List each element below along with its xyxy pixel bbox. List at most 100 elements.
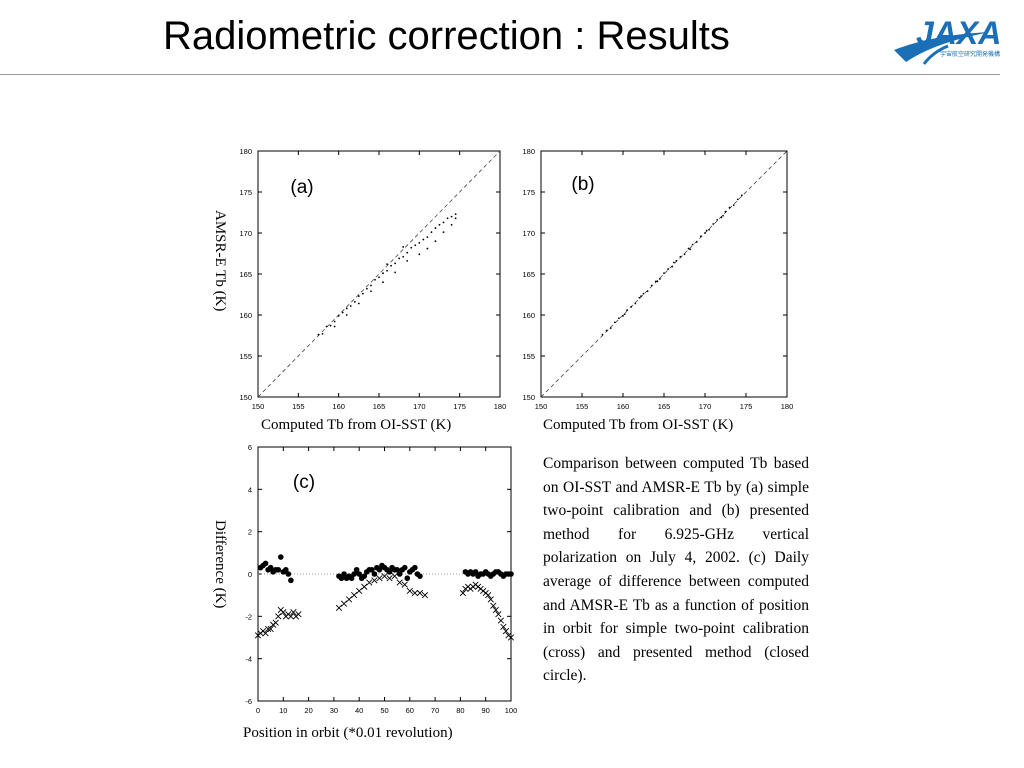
- y-tick-label: 155: [522, 352, 535, 361]
- x-tick-label: 100: [505, 706, 518, 715]
- scatter-point: [646, 290, 649, 293]
- x-tick-label: 160: [332, 402, 345, 411]
- scatter-point: [638, 296, 641, 299]
- x-tick-label: 60: [406, 706, 414, 715]
- circle-point: [386, 569, 393, 575]
- scatter-point: [418, 253, 421, 256]
- circle-point: [353, 566, 360, 573]
- cross-point: [497, 617, 504, 624]
- scatter-point: [357, 295, 360, 298]
- y-tick-label: -6: [245, 697, 252, 706]
- scatter-point: [613, 321, 616, 324]
- cross-point: [265, 625, 272, 633]
- circle-point: [404, 575, 411, 582]
- circle-point: [285, 571, 292, 577]
- scatter-point: [683, 253, 686, 256]
- scatter-point: [450, 215, 453, 218]
- x-tick-label: 80: [456, 706, 464, 715]
- y-tick-label: 165: [239, 270, 252, 279]
- jaxa-logo: JAXA 宇宙航空研究開発機構: [890, 6, 1010, 78]
- cross-point: [396, 579, 403, 586]
- scatter-point: [325, 325, 328, 328]
- scatter-point: [634, 302, 637, 305]
- scatter-point: [724, 210, 727, 213]
- scatter-point: [341, 311, 344, 314]
- y-tick-label: -2: [245, 612, 252, 621]
- circle-point: [338, 575, 345, 582]
- y-tick-label: 180: [239, 147, 252, 156]
- circle-point: [472, 569, 479, 575]
- scatter-point: [349, 305, 352, 307]
- scatter-point: [656, 280, 659, 283]
- cross-point: [366, 579, 373, 586]
- y-tick-label: 175: [239, 188, 252, 197]
- scatter-point: [386, 263, 388, 266]
- circle-point: [277, 554, 284, 560]
- scatter-point: [722, 214, 724, 217]
- panel-label: (a): [290, 177, 313, 198]
- x-tick-label: 165: [373, 402, 386, 411]
- x-axis-label-b: Computed Tb from OI-SST (K): [543, 417, 734, 433]
- scatter-point: [623, 313, 626, 316]
- x-tick-label: 50: [380, 706, 388, 715]
- y-tick-label: -4: [245, 655, 252, 664]
- x-tick-label: 175: [740, 402, 753, 411]
- scatter-point: [618, 317, 620, 320]
- x-tick-label: 10: [279, 706, 287, 715]
- scatter-point: [720, 216, 723, 219]
- scatter-point: [374, 278, 376, 281]
- x-tick-label: 155: [292, 402, 305, 411]
- scatter-point: [321, 332, 324, 335]
- scatter-point: [732, 204, 735, 207]
- cross-point: [487, 596, 494, 603]
- cross-point: [267, 625, 274, 633]
- cross-point: [401, 581, 408, 588]
- y-tick-label: 150: [239, 393, 252, 402]
- scatter-point: [402, 255, 405, 258]
- slide-title: Radiometric correction : Results: [163, 14, 730, 58]
- scatter-point: [728, 206, 731, 209]
- scatter-point: [414, 244, 417, 247]
- scatter-point: [333, 325, 336, 328]
- scatter-point: [398, 257, 401, 260]
- circle-point: [262, 560, 269, 567]
- cross-point: [406, 587, 413, 595]
- scatter-point: [442, 221, 445, 224]
- x-tick-label: 30: [330, 706, 338, 715]
- scatter-point: [667, 268, 669, 270]
- scatter-point: [659, 278, 661, 280]
- x-tick-label: 170: [413, 402, 426, 411]
- circle-point: [401, 564, 408, 571]
- scatter-point: [454, 217, 457, 220]
- scatter-point: [716, 218, 719, 221]
- scatter-point: [337, 314, 340, 317]
- cross-point: [386, 575, 393, 582]
- scatter-point: [609, 327, 612, 330]
- x-tick-label: 150: [252, 402, 265, 411]
- y-tick-label: 6: [248, 443, 252, 452]
- scatter-point: [630, 305, 633, 308]
- scatter-point: [366, 287, 368, 290]
- y-tick-label: 2: [248, 528, 252, 537]
- svg-text:宇宙航空研究開発機構: 宇宙航空研究開発機構: [940, 50, 1000, 58]
- scatter-point: [663, 272, 665, 275]
- title-divider: [0, 74, 1000, 75]
- y-tick-label: 4: [248, 485, 252, 494]
- scatter-point: [345, 314, 348, 316]
- scatter-point: [450, 223, 453, 226]
- x-tick-label: 165: [658, 402, 671, 411]
- x-tick-label: 40: [355, 706, 363, 715]
- scatter-point: [353, 300, 356, 303]
- y-axis-label-c: Difference (K): [212, 520, 228, 609]
- scatter-point: [329, 324, 332, 327]
- x-tick-label: 160: [617, 402, 630, 411]
- one-to-one-line: [540, 150, 788, 398]
- scatter-point: [712, 223, 715, 225]
- x-axis-label-c: Position in orbit (*0.01 revolution): [243, 725, 453, 741]
- scatter-point: [370, 290, 372, 293]
- circle-point: [283, 566, 289, 573]
- scatter-point: [640, 295, 642, 298]
- scatter-point: [382, 272, 384, 275]
- scatter-point: [671, 265, 674, 268]
- scatter-point: [345, 307, 348, 310]
